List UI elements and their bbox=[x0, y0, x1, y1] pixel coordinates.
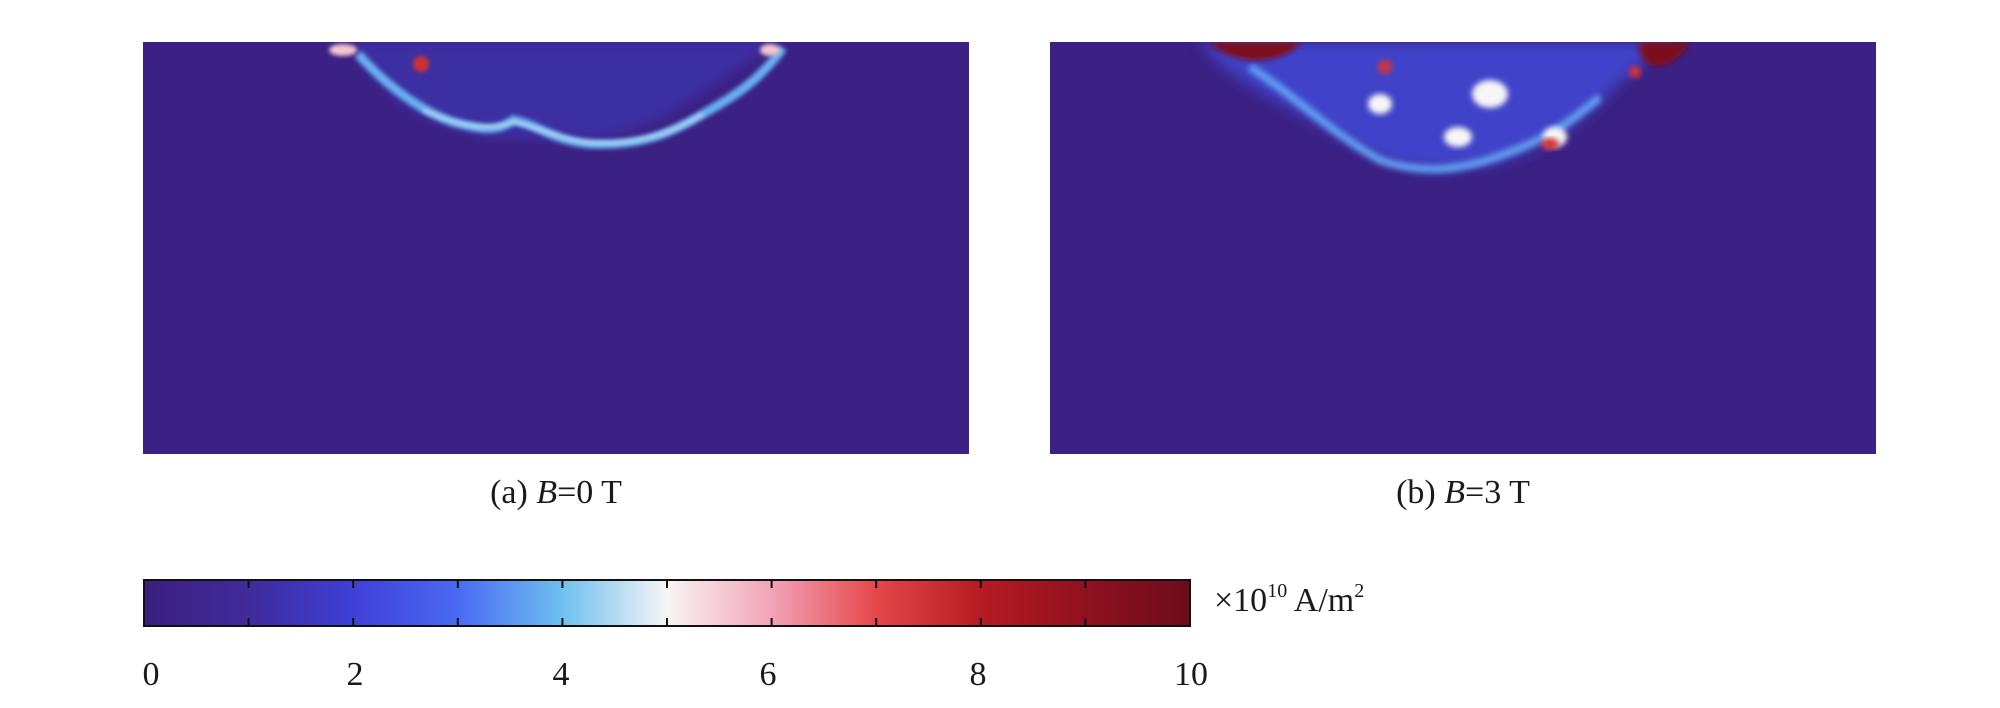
heatmap-a-ridge-core bbox=[422, 108, 704, 145]
colorbar-svg bbox=[143, 579, 1191, 627]
heatmap-panel-a bbox=[143, 42, 969, 454]
heatmap-b-hotspot bbox=[1629, 66, 1641, 78]
colorbar-tick-label: 10 bbox=[1174, 656, 1208, 693]
heatmap-a-svg bbox=[143, 42, 969, 454]
colorbar-tick-label: 6 bbox=[759, 656, 777, 693]
heatmap-b-hotspot bbox=[1378, 60, 1392, 74]
colorbar-tick-label: 4 bbox=[552, 656, 570, 693]
colorbar-tick-label: 8 bbox=[969, 656, 987, 693]
colorbar-tick-label: 0 bbox=[142, 656, 160, 693]
heatmap-b-svg bbox=[1050, 42, 1876, 454]
colorbar-tick-label: 2 bbox=[346, 656, 364, 693]
panel-b-caption: (b) B=3 T bbox=[1396, 474, 1530, 511]
heatmap-a-hotspot bbox=[329, 44, 357, 56]
heatmap-b-blob bbox=[1368, 94, 1392, 114]
heatmap-a-hotspot bbox=[760, 44, 780, 56]
colorbar-ticks bbox=[247, 580, 1087, 626]
heatmap-b-hotspot bbox=[1541, 138, 1559, 150]
heatmap-a-hotspot bbox=[413, 56, 429, 72]
heatmap-b-edge-hotspot bbox=[1210, 42, 1300, 61]
colorbar-unit-label: ×1010 A/m2 bbox=[1214, 580, 1365, 619]
heatmap-b-blob bbox=[1444, 127, 1472, 147]
heatmap-b-blob bbox=[1472, 80, 1508, 108]
colorbar bbox=[143, 579, 1191, 627]
panel-a-caption: (a) B=0 T bbox=[490, 474, 622, 511]
heatmap-panel-b bbox=[1050, 42, 1876, 454]
heatmap-b-edge-hotspot bbox=[1639, 42, 1690, 66]
heatmap-a-haze bbox=[353, 42, 783, 140]
